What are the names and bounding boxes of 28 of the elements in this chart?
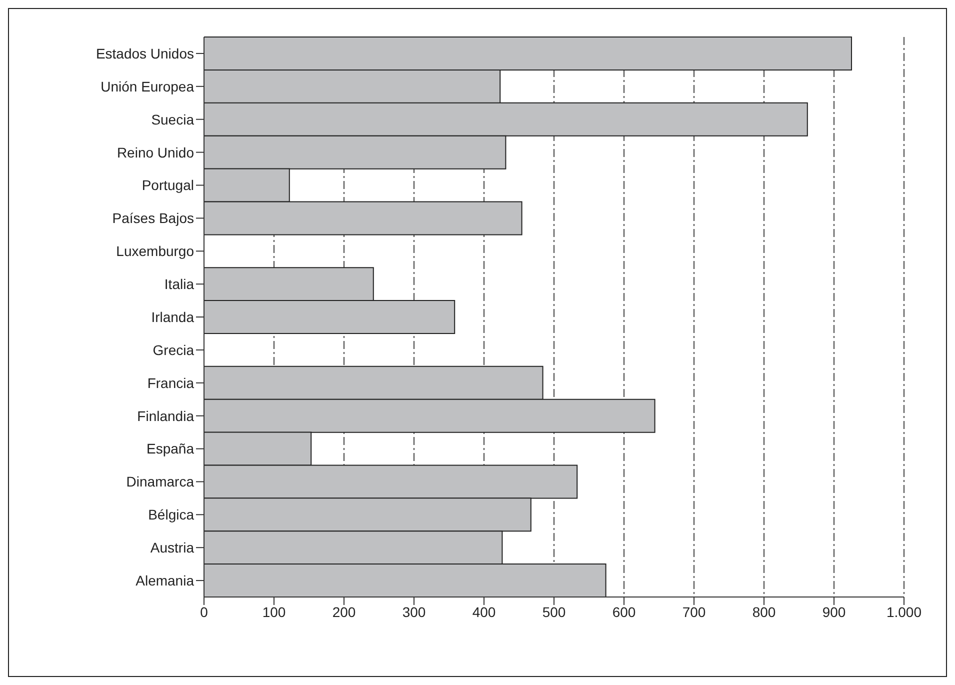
x-tick-label: 400 — [472, 604, 496, 620]
y-tick-label: Finlandia — [137, 408, 194, 424]
y-tick-label: Alemania — [136, 572, 194, 588]
y-tick-label: Luxemburgo — [116, 243, 194, 260]
y-tick-label: Portugal — [142, 177, 194, 194]
x-tick-label: 300 — [402, 604, 426, 620]
x-tick-label: 500 — [542, 604, 566, 620]
x-tick-label: 100 — [262, 604, 286, 620]
y-tick-label: Reino Unido — [116, 144, 194, 160]
y-tick-label: Irlanda — [151, 308, 194, 325]
y-tick-label: Italia — [164, 276, 194, 292]
y-tick-label: Grecia — [152, 342, 194, 358]
x-tick-label: 600 — [612, 604, 636, 620]
y-tick-label: Bélgica — [148, 506, 194, 523]
y-tick-label: Unión Europea — [100, 78, 194, 94]
x-tick-label: 0 — [200, 604, 208, 620]
y-tick-label: Países Bajos — [112, 210, 194, 226]
x-tick-label: 200 — [332, 604, 356, 620]
y-tick-label: Dinamarca — [126, 474, 194, 490]
y-tick-label: Suecia — [151, 111, 194, 128]
y-tick-label: Estados Unidos — [96, 45, 194, 62]
x-tick-label: 900 — [822, 604, 846, 620]
y-tick-label: España — [146, 440, 194, 457]
y-tick-label: Austria — [150, 540, 194, 556]
x-tick-label: 800 — [752, 604, 776, 620]
x-tick-label: 1.000 — [886, 604, 922, 620]
x-tick-label: 700 — [682, 604, 706, 620]
y-tick-label: Francia — [147, 374, 194, 391]
